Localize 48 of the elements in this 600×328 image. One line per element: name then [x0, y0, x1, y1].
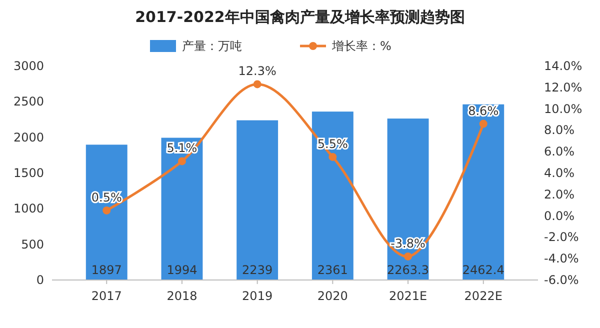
point	[328, 152, 337, 161]
chart-title: 2017-2022年中国禽肉产量及增长率预测趋势图	[135, 8, 465, 26]
bar	[462, 104, 504, 280]
x-tick-label: 2022E	[464, 289, 502, 303]
y2-tick-label: -4.0%	[544, 252, 579, 266]
y2-tick-label: 2.0%	[544, 187, 574, 202]
x-tick-label: 2018	[166, 289, 198, 303]
point	[178, 157, 186, 166]
legend-label: 产量：万吨	[182, 39, 242, 53]
legend-label: 增长率：%	[331, 39, 392, 53]
data-label: 8.6%	[468, 104, 499, 118]
y2-tick-label: 4.0%	[544, 166, 574, 180]
bar	[161, 138, 203, 280]
bar	[312, 112, 354, 280]
y-tick-label: 2000	[13, 130, 44, 144]
y2-tick-label: 10.0%	[544, 102, 582, 116]
y-tick-label: 1000	[13, 202, 44, 216]
data-label: 2239	[242, 263, 273, 277]
y-tick-label: 0	[36, 273, 44, 287]
bar	[86, 144, 128, 280]
point	[479, 120, 488, 128]
y2-tick-label: 6.0%	[544, 144, 574, 159]
y-tick-label: 2500	[13, 94, 44, 109]
y2-tick-label: -6.0%	[544, 273, 579, 287]
x-tick-label: 2019	[242, 289, 273, 303]
data-label: 2263.3	[387, 263, 430, 277]
point	[253, 80, 262, 88]
y2-tick-label: 12.0%	[544, 80, 582, 94]
x-tick-label: 2017	[91, 289, 122, 303]
y-tick-label: 1500	[13, 166, 44, 180]
y2-tick-label: 8.0%	[544, 123, 574, 138]
x-tick-label: 2021E	[388, 289, 428, 303]
y-tick-label: 500	[21, 237, 44, 252]
data-label: 12.3%	[238, 64, 276, 78]
y2-tick-label: 0.0%	[544, 208, 574, 223]
y2-tick-label: 14.0%	[544, 59, 582, 73]
data-label: 1897	[91, 263, 122, 277]
y-tick-label: 3000	[13, 59, 44, 73]
point	[102, 206, 111, 214]
data-label: 0.5%	[91, 190, 122, 204]
data-label: 2361	[317, 263, 348, 277]
data-label: 2462.4	[462, 263, 504, 277]
data-label: 1994	[166, 263, 198, 277]
bar	[236, 120, 278, 280]
point	[404, 252, 412, 260]
y2-tick-label: -2.0%	[544, 230, 579, 244]
x-tick-label: 2020	[317, 289, 348, 303]
bar	[387, 118, 429, 280]
